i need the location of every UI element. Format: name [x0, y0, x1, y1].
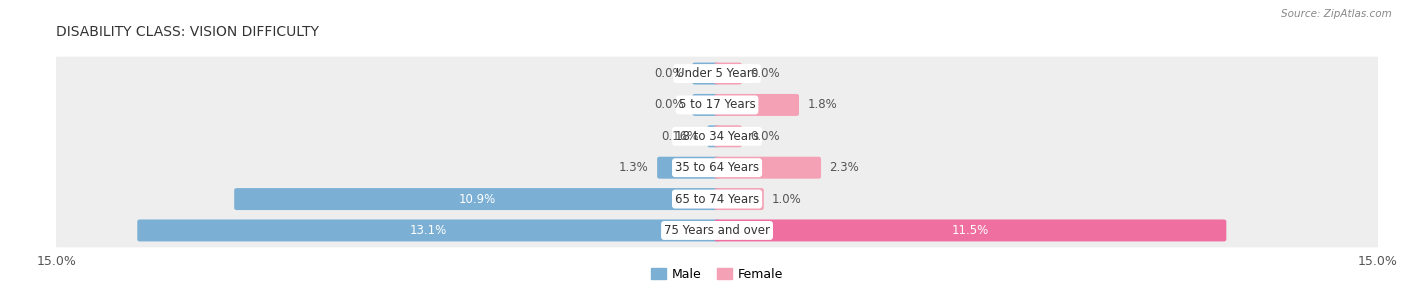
FancyBboxPatch shape: [138, 219, 720, 241]
Text: DISABILITY CLASS: VISION DIFFICULTY: DISABILITY CLASS: VISION DIFFICULTY: [56, 25, 319, 39]
Text: 1.3%: 1.3%: [619, 161, 648, 174]
Text: Under 5 Years: Under 5 Years: [676, 67, 758, 80]
Text: 0.0%: 0.0%: [751, 67, 780, 80]
Text: 2.3%: 2.3%: [830, 161, 859, 174]
FancyBboxPatch shape: [55, 151, 1379, 185]
FancyBboxPatch shape: [714, 63, 742, 85]
Text: 13.1%: 13.1%: [411, 224, 447, 237]
FancyBboxPatch shape: [55, 182, 1379, 216]
Text: 5 to 17 Years: 5 to 17 Years: [679, 98, 755, 112]
FancyBboxPatch shape: [714, 157, 821, 179]
FancyBboxPatch shape: [714, 219, 1226, 241]
Legend: Male, Female: Male, Female: [645, 263, 789, 286]
FancyBboxPatch shape: [714, 125, 742, 147]
FancyBboxPatch shape: [707, 125, 720, 147]
Text: 11.5%: 11.5%: [952, 224, 988, 237]
Text: Source: ZipAtlas.com: Source: ZipAtlas.com: [1281, 9, 1392, 19]
FancyBboxPatch shape: [714, 188, 763, 210]
FancyBboxPatch shape: [692, 94, 720, 116]
FancyBboxPatch shape: [657, 157, 720, 179]
Text: 35 to 64 Years: 35 to 64 Years: [675, 161, 759, 174]
Text: 1.8%: 1.8%: [807, 98, 837, 112]
FancyBboxPatch shape: [692, 63, 720, 85]
FancyBboxPatch shape: [55, 88, 1379, 122]
Text: 0.0%: 0.0%: [751, 130, 780, 143]
FancyBboxPatch shape: [55, 213, 1379, 247]
FancyBboxPatch shape: [55, 57, 1379, 91]
Text: 0.16%: 0.16%: [662, 130, 699, 143]
Text: 1.0%: 1.0%: [772, 192, 801, 206]
Text: 65 to 74 Years: 65 to 74 Years: [675, 192, 759, 206]
FancyBboxPatch shape: [714, 94, 799, 116]
FancyBboxPatch shape: [235, 188, 720, 210]
Text: 0.0%: 0.0%: [654, 98, 685, 112]
Text: 0.0%: 0.0%: [654, 67, 685, 80]
Text: 18 to 34 Years: 18 to 34 Years: [675, 130, 759, 143]
Text: 10.9%: 10.9%: [458, 192, 495, 206]
Text: 75 Years and over: 75 Years and over: [664, 224, 770, 237]
FancyBboxPatch shape: [55, 119, 1379, 153]
